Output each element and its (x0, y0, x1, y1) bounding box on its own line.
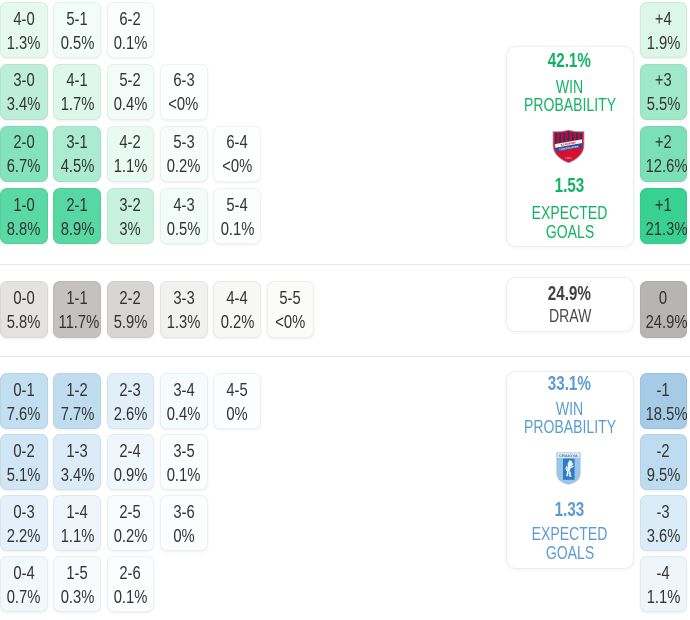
svg-text:CZĘSTOCHOWA: CZĘSTOCHOWA (559, 145, 579, 151)
svg-text:CRAIOVA: CRAIOVA (559, 453, 578, 458)
svg-text:1921: 1921 (565, 156, 572, 160)
svg-text:KS RAKÓW: KS RAKÓW (560, 139, 576, 147)
